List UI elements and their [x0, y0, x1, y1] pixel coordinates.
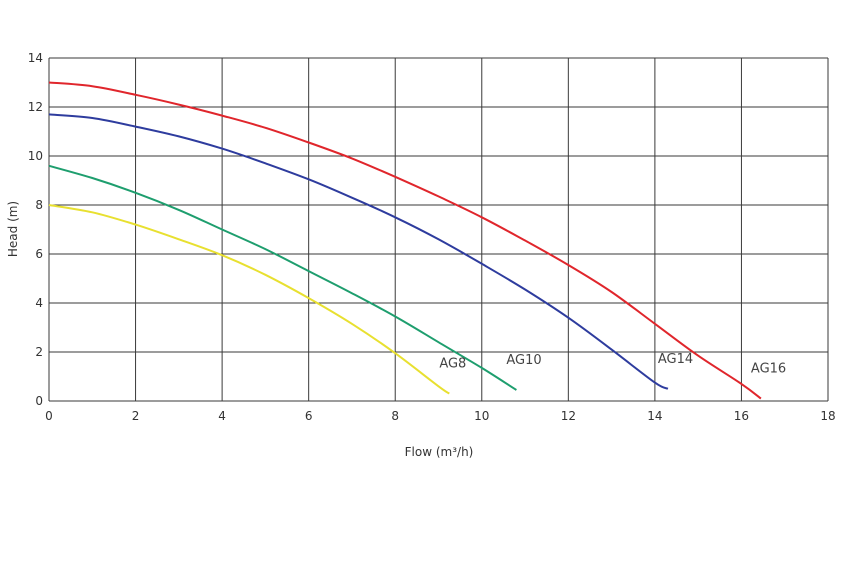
x-tick-label: 10 — [474, 409, 489, 423]
series-line-ag14 — [48, 113, 669, 390]
x-tick-label: 12 — [561, 409, 576, 423]
x-tick-label: 18 — [820, 409, 835, 423]
y-tick-label: 8 — [35, 198, 43, 212]
series-line-ag16 — [48, 81, 762, 400]
series-labels: AG8 AG10 AG14 AG16 — [439, 352, 786, 377]
x-tick-label: 6 — [305, 409, 313, 423]
series-label-ag8: AG8 — [439, 357, 466, 372]
y-tick-label: 10 — [28, 149, 43, 163]
x-tick-label: 4 — [218, 409, 226, 423]
series-lines — [48, 81, 762, 400]
tick-labels: 0 2 4 6 8 10 12 14 16 18 0 2 4 6 8 10 12 14 — [28, 51, 836, 423]
x-tick-label: 14 — [647, 409, 662, 423]
series-label-ag14: AG14 — [658, 352, 693, 367]
x-tick-label: 16 — [734, 409, 749, 423]
y-tick-label: 6 — [35, 247, 43, 261]
y-tick-label: 2 — [35, 345, 43, 359]
series-label-ag10: AG10 — [506, 353, 541, 368]
x-axis-title: Flow (m³/h) — [405, 445, 474, 459]
x-tick-label: 8 — [391, 409, 399, 423]
y-tick-label: 12 — [28, 100, 43, 114]
series-line-ag8 — [48, 204, 450, 395]
series-line-ag10 — [48, 164, 517, 391]
x-tick-label: 2 — [132, 409, 140, 423]
y-axis-title: Head (m) — [6, 201, 20, 257]
y-tick-label: 4 — [35, 296, 43, 310]
y-tick-label: 0 — [35, 394, 43, 408]
x-tick-label: 0 — [45, 409, 53, 423]
y-tick-label: 14 — [28, 51, 43, 65]
series-label-ag16: AG16 — [751, 362, 786, 377]
grid-lines — [48, 57, 829, 402]
